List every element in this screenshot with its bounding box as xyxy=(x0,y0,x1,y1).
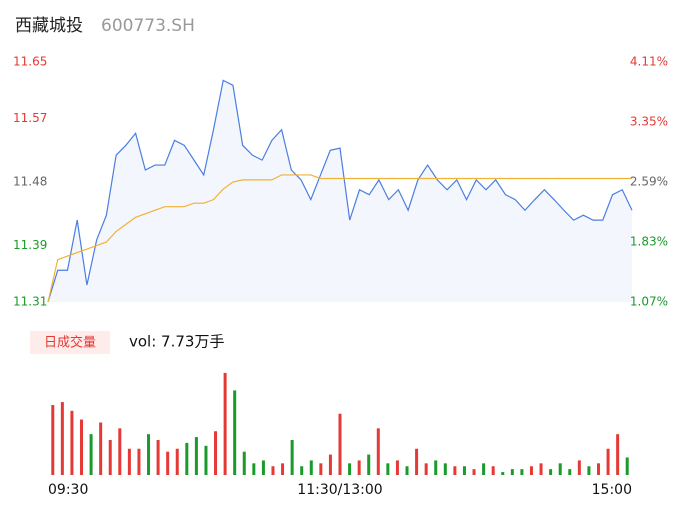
volume-bar xyxy=(233,390,237,475)
volume-bar xyxy=(606,448,610,475)
y-tick-label: 11.65 xyxy=(13,55,47,69)
volume-bar xyxy=(261,460,265,475)
volume-bar xyxy=(108,440,112,475)
volume-bar xyxy=(99,422,103,475)
volume-bar xyxy=(127,448,131,475)
series-line xyxy=(47,174,632,303)
volume-bar xyxy=(520,469,524,475)
volume-bar xyxy=(386,463,390,475)
volume-bar xyxy=(185,442,189,475)
volume-bar xyxy=(577,460,581,475)
y-tick-label: 11.31 xyxy=(13,295,47,309)
volume-bar xyxy=(529,466,533,475)
x-tick-label: 15:00 xyxy=(592,482,632,498)
volume-bar xyxy=(290,440,294,475)
x-tick-label: 11:30/13:00 xyxy=(297,482,382,498)
volume-bar xyxy=(281,463,285,475)
stock-code: 600773.SH xyxy=(101,16,195,36)
volume-bar xyxy=(357,460,361,475)
volume-bar xyxy=(223,372,227,475)
volume-bar xyxy=(424,463,428,475)
stock-name: 西藏城投 xyxy=(15,16,83,36)
volume-bar xyxy=(348,463,352,475)
volume-bar xyxy=(415,448,419,475)
volume-bar xyxy=(156,440,160,475)
volume-bar xyxy=(367,454,371,475)
x-tick-label: 09:30 xyxy=(48,482,88,498)
y2-tick-label: 1.07% xyxy=(630,295,668,309)
volume-bar xyxy=(271,466,275,475)
volume-summary: vol: 7.73万手 xyxy=(129,333,224,351)
volume-bar xyxy=(194,437,198,475)
volume-bar xyxy=(434,460,438,475)
volume-bar xyxy=(166,451,170,475)
volume-bar xyxy=(625,457,629,475)
y-tick-label: 11.57 xyxy=(13,111,47,125)
volume-bar xyxy=(70,410,74,475)
volume-bar xyxy=(300,466,304,475)
volume-bar xyxy=(309,460,313,475)
volume-bar xyxy=(252,463,256,475)
y-tick-label: 11.39 xyxy=(13,238,47,252)
y-tick-label: 11.48 xyxy=(13,175,47,189)
volume-bar xyxy=(118,428,122,475)
volume-bar xyxy=(328,454,332,475)
volume-bar xyxy=(510,469,514,475)
volume-bar xyxy=(338,413,342,475)
volume-bar xyxy=(60,402,64,475)
volume-bar xyxy=(491,466,495,475)
volume-bar xyxy=(242,451,246,475)
volume-bar xyxy=(147,434,151,475)
y2-tick-label: 2.59% xyxy=(630,175,668,189)
y2-tick-label: 4.11% xyxy=(630,55,668,69)
volume-bar xyxy=(501,472,505,475)
volume-bar xyxy=(568,469,572,475)
volume-bar xyxy=(51,405,55,475)
volume-bar xyxy=(482,463,486,475)
volume-bar xyxy=(376,428,380,475)
volume-bar xyxy=(443,463,447,475)
volume-bar xyxy=(453,466,457,475)
volume-bar xyxy=(549,469,553,475)
volume-bar xyxy=(462,466,466,475)
volume-bar xyxy=(472,469,476,475)
volume-bar xyxy=(587,466,591,475)
volume-bar xyxy=(558,463,562,475)
volume-bar xyxy=(319,463,323,475)
volume-bar xyxy=(175,448,179,475)
price-area xyxy=(48,80,632,303)
volume-bar xyxy=(395,460,399,475)
series-line xyxy=(47,79,633,303)
volume-bar xyxy=(596,463,600,475)
volume-bar xyxy=(616,434,620,475)
y2-tick-label: 3.35% xyxy=(630,115,668,129)
volume-bar xyxy=(80,419,84,475)
volume-bar xyxy=(539,463,543,475)
volume-bar xyxy=(405,466,409,475)
legend-label: 日成交量 xyxy=(44,335,96,351)
y2-tick-label: 1.83% xyxy=(630,235,668,249)
volume-bar xyxy=(204,445,208,475)
volume-bar xyxy=(137,448,141,475)
volume-bar xyxy=(89,434,93,475)
legend-badge xyxy=(30,331,110,354)
volume-bar xyxy=(214,431,218,475)
